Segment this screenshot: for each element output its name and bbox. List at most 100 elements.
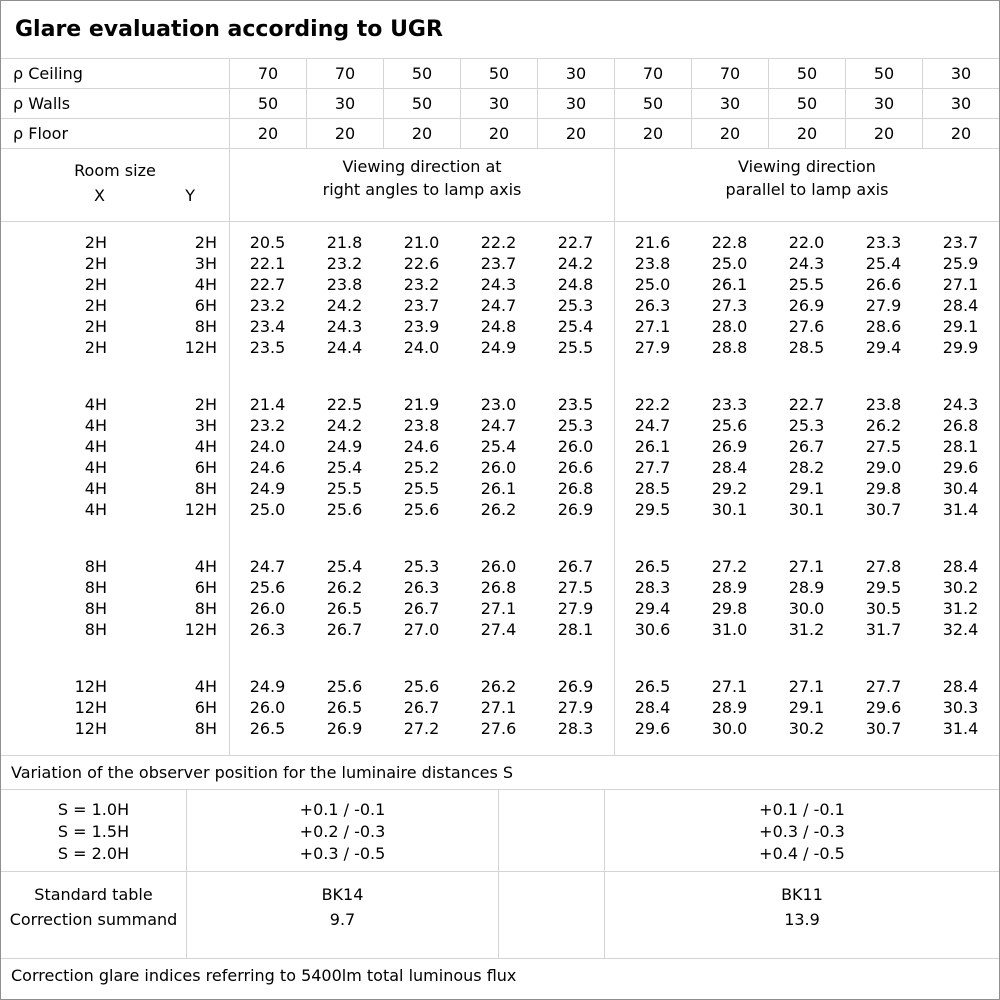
ugr-value: 25.4 [865,254,902,273]
ugr-value: 27.4 [480,620,517,639]
ugr-value: 28.1 [557,620,594,639]
ugr-value: 24.0 [249,437,286,456]
ugr-value: 29.9 [942,338,979,357]
ugr-value: 29.4 [865,338,902,357]
ugr-value: 29.6 [634,719,671,738]
room-size-x: 2H [84,233,107,252]
footer-note-row: Correction glare indices referring to 54… [1,958,999,999]
ugr-value: 28.4 [711,458,748,477]
ugr-value: 25.4 [480,437,517,456]
ugr-value: 26.0 [480,557,517,576]
s-correction-value: +0.2 / -0.3 [299,822,386,841]
x-column-header: X [94,186,105,205]
ugr-value: 24.3 [788,254,825,273]
ugr-value: 27.1 [480,599,517,618]
ugr-value: 24.9 [249,479,286,498]
ugr-value: 27.5 [557,578,594,597]
ugr-value: 27.9 [557,599,594,618]
room-size-x: 8H [84,557,107,576]
section-header-right-angles: Viewing direction at right angles to lam… [229,149,614,221]
standard-table-label: Standard table [34,885,153,904]
room-size-x: 12H [74,677,107,696]
param-value: 50 [614,89,691,118]
ugr-value: 24.3 [480,275,517,294]
table-row: 4H 4H 24.0 24.9 24.6 25.4 26.0 26.1 26.9 26.7 27.5… [1,436,999,457]
ugr-value: 23.5 [249,338,286,357]
ugr-value: 22.1 [249,254,286,273]
ugr-value: 26.3 [634,296,671,315]
ugr-value: 26.8 [557,479,594,498]
param-label: ρ Ceiling [13,64,83,83]
ugr-value: 23.2 [403,275,440,294]
ugr-value: 30.0 [788,599,825,618]
section-header-line: parallel to lamp axis [725,180,889,199]
ugr-value: 23.5 [557,395,594,414]
ugr-value: 25.6 [403,677,440,696]
ugr-value: 30.6 [634,620,671,639]
ugr-value: 25.5 [788,275,825,294]
ugr-value: 27.6 [480,719,517,738]
ugr-value: 27.1 [788,557,825,576]
s-correction-value: +0.1 / -0.1 [299,800,386,819]
ugr-value: 24.2 [326,296,363,315]
room-size-y: 4H [194,677,217,696]
room-size-y: 8H [194,479,217,498]
ugr-value: 24.6 [403,437,440,456]
param-rows: ρ Ceiling 70 70 50 50 30 70 70 50 50 30 ρ Walls 50 30… [1,59,999,149]
ugr-value: 23.8 [634,254,671,273]
ugr-value: 26.5 [326,698,363,717]
room-size-y: 8H [194,719,217,738]
param-value: 50 [229,89,306,118]
table-row: 4H 8H 24.9 25.5 25.5 26.1 26.8 28.5 29.2 29.1 29.8… [1,478,999,499]
ugr-value: 29.5 [865,578,902,597]
room-size-x: 4H [84,437,107,456]
ugr-value: 31.7 [865,620,902,639]
s-distance-label: S = 1.5H [57,822,130,841]
ugr-value: 25.6 [403,500,440,519]
ugr-value: 22.7 [249,275,286,294]
param-row: ρ Walls 50 30 50 30 30 50 30 50 30 30 [1,89,999,119]
ugr-value: 28.9 [711,698,748,717]
ugr-value: 23.2 [249,296,286,315]
standard-values-right-angles: BK14 9.7 [186,872,498,958]
ugr-value: 31.0 [711,620,748,639]
ugr-value: 25.6 [326,677,363,696]
ugr-value: 27.1 [788,677,825,696]
ugr-value: 26.1 [480,479,517,498]
ugr-value: 22.7 [557,233,594,252]
spacer-cell [498,790,604,871]
room-size-y: 6H [194,458,217,477]
ugr-value: 29.8 [711,599,748,618]
ugr-value: 24.7 [249,557,286,576]
ugr-value: 28.6 [865,317,902,336]
ugr-value: 26.1 [634,437,671,456]
s-correction-value: +0.3 / -0.3 [759,822,845,841]
ugr-value: 24.6 [249,458,286,477]
ugr-value: 28.4 [634,698,671,717]
room-size-x: 12H [74,698,107,717]
room-size-y: 3H [194,254,217,273]
room-size-y: 8H [194,599,217,618]
ugr-value: 26.0 [557,437,594,456]
ugr-value: 28.5 [788,338,825,357]
s-distance-label: S = 2.0H [57,844,130,863]
standard-table-value: BK14 [321,885,364,904]
ugr-data-rows: 2H 2H 20.5 21.8 21.0 22.2 22.7 21.6 22.8 22.0 23.3… [1,222,999,739]
table-row: 12H 4H 24.9 25.6 25.6 26.2 26.9 26.5 27.1 27.1 27.… [1,676,999,697]
room-size-y: 4H [194,275,217,294]
table-header-band: Room size X Y Viewing direction at right… [1,149,999,222]
room-size-x: 2H [84,275,107,294]
ugr-value: 28.2 [788,458,825,477]
ugr-value: 28.5 [634,479,671,498]
room-size-x: 2H [84,338,107,357]
param-value: 30 [845,89,922,118]
ugr-value: 28.4 [942,296,979,315]
room-size-x: 4H [84,479,107,498]
param-value: 20 [383,119,460,148]
param-row: ρ Ceiling 70 70 50 50 30 70 70 50 50 30 [1,59,999,89]
ugr-value: 29.6 [865,698,902,717]
ugr-value: 28.4 [942,677,979,696]
variation-note-text: Variation of the observer position for t… [11,763,514,782]
room-size-x: 4H [84,395,107,414]
table-row: 2H 6H 23.2 24.2 23.7 24.7 25.3 26.3 27.3 26.9 27.9… [1,295,999,316]
